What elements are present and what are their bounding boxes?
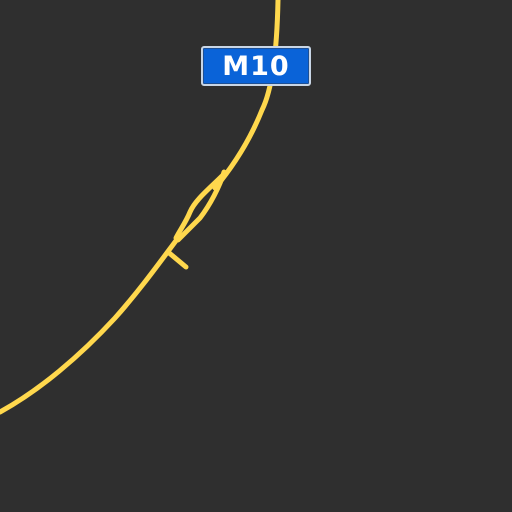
route-shield-label: M10 <box>222 50 290 82</box>
road-junction-split-left <box>173 173 225 241</box>
road-junction-split-right <box>175 169 227 243</box>
side-ramp-road <box>165 249 189 270</box>
route-shield-m10[interactable]: M10 <box>201 46 311 86</box>
highway-m10-road-south <box>0 235 181 415</box>
highway-m10-road <box>212 0 281 191</box>
